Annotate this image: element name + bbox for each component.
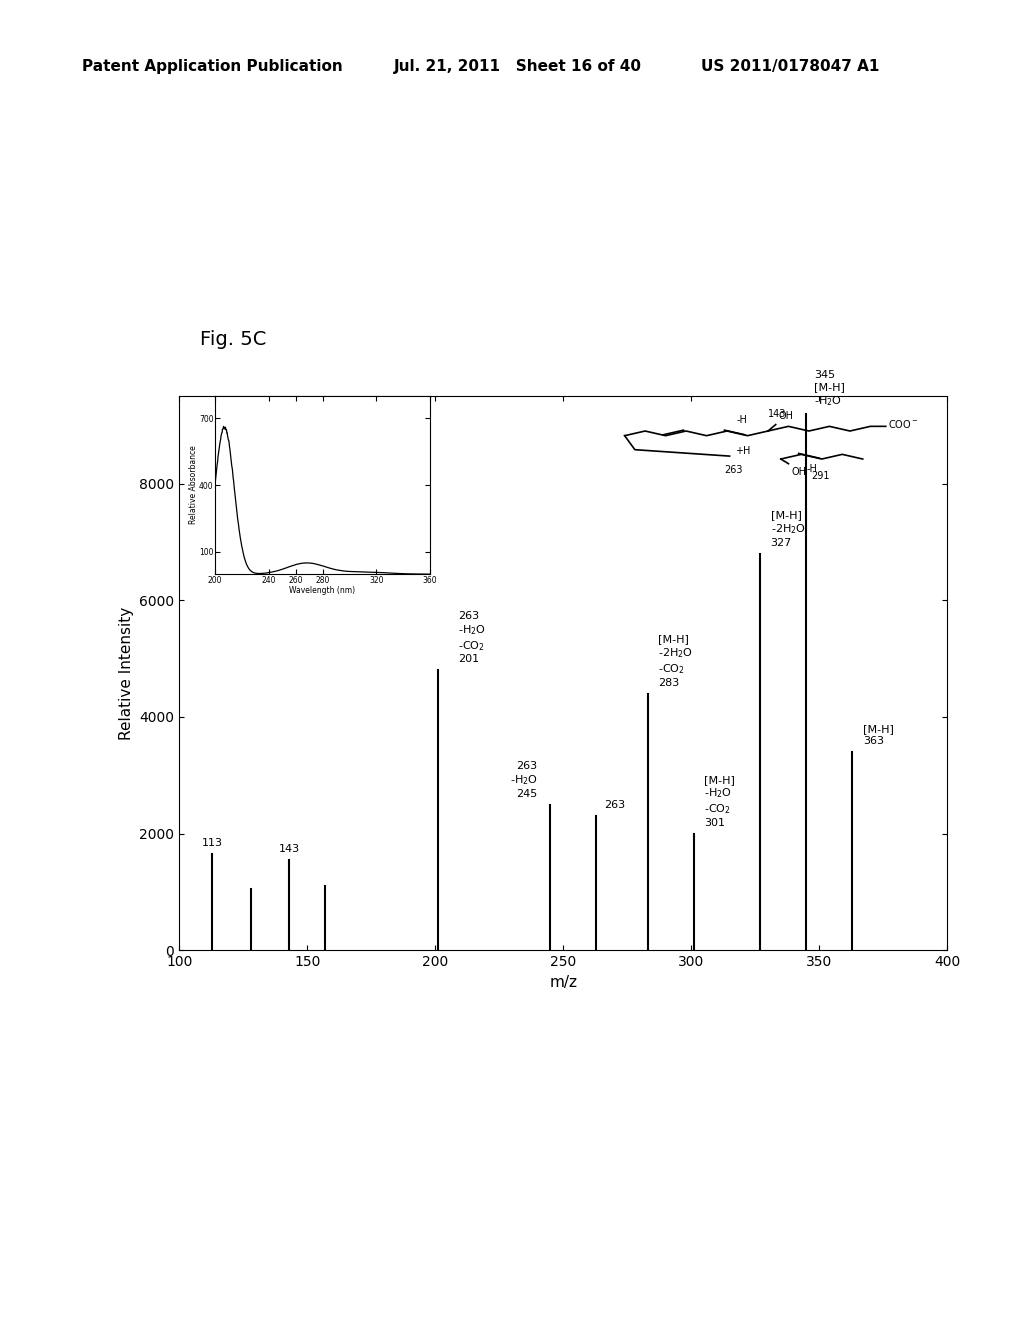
Text: 143: 143 [279, 843, 300, 854]
Text: 263: 263 [725, 465, 743, 475]
Text: 345
[M-H]
-H$_2$O: 345 [M-H] -H$_2$O [814, 371, 845, 408]
Text: -H: -H [807, 463, 817, 474]
Text: 143: 143 [768, 409, 786, 420]
Text: [M-H]
363: [M-H] 363 [862, 725, 894, 746]
Text: COO$^-$: COO$^-$ [888, 418, 919, 430]
Text: 291: 291 [811, 471, 830, 480]
Text: +H: +H [734, 446, 750, 457]
Text: Jul. 21, 2011   Sheet 16 of 40: Jul. 21, 2011 Sheet 16 of 40 [394, 59, 642, 74]
Text: [M-H]
-2H$_2$O
-CO$_2$
283: [M-H] -2H$_2$O -CO$_2$ 283 [658, 635, 693, 688]
Text: -H: -H [736, 416, 748, 425]
Text: 113: 113 [202, 838, 223, 849]
Text: [M-H]
-2H$_2$O
327: [M-H] -2H$_2$O 327 [770, 511, 806, 548]
X-axis label: m/z: m/z [549, 974, 578, 990]
Text: US 2011/0178047 A1: US 2011/0178047 A1 [701, 59, 880, 74]
Text: OH: OH [778, 411, 794, 421]
Text: Fig. 5C: Fig. 5C [200, 330, 266, 348]
Text: OH: OH [791, 467, 806, 478]
X-axis label: Wavelength (nm): Wavelength (nm) [290, 586, 355, 595]
Text: 263: 263 [604, 800, 626, 810]
Text: [M-H]
-H$_2$O
-CO$_2$
301: [M-H] -H$_2$O -CO$_2$ 301 [705, 775, 735, 828]
Text: 263
-H$_2$O
245: 263 -H$_2$O 245 [510, 762, 538, 799]
Y-axis label: Relative Absorbance: Relative Absorbance [188, 446, 198, 524]
Text: Patent Application Publication: Patent Application Publication [82, 59, 343, 74]
Text: 263
-H$_2$O
-CO$_2$
201: 263 -H$_2$O -CO$_2$ 201 [458, 611, 486, 664]
Y-axis label: Relative Intensity: Relative Intensity [119, 607, 134, 739]
